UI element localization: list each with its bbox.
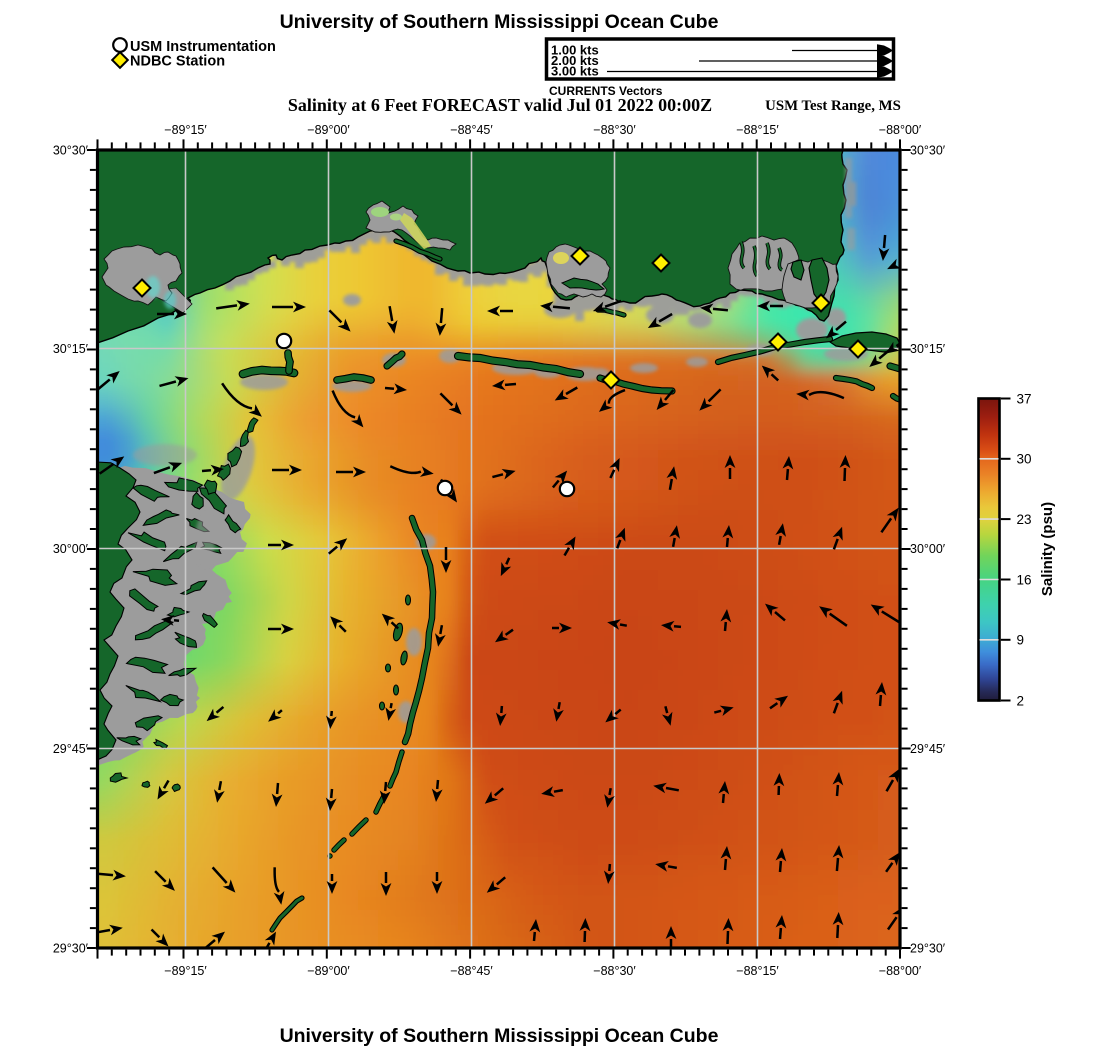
svg-text:16: 16 — [1017, 572, 1032, 587]
svg-text:−88°15′: −88°15′ — [736, 964, 779, 978]
svg-text:30°00′: 30°00′ — [53, 542, 89, 556]
svg-text:−89°00′: −89°00′ — [307, 964, 350, 978]
svg-text:30: 30 — [1017, 452, 1032, 467]
svg-text:−88°15′: −88°15′ — [736, 123, 779, 137]
svg-text:−89°15′: −89°15′ — [164, 123, 207, 137]
svg-text:−88°30′: −88°30′ — [593, 964, 636, 978]
svg-text:30°30′: 30°30′ — [910, 144, 946, 158]
svg-text:−89°15′: −89°15′ — [164, 964, 207, 978]
svg-text:30°15′: 30°15′ — [53, 342, 89, 356]
svg-text:29°30′: 29°30′ — [910, 942, 946, 956]
svg-text:1.00 kts: 1.00 kts — [551, 43, 599, 58]
svg-text:2: 2 — [1017, 693, 1025, 708]
svg-text:−88°30′: −88°30′ — [593, 123, 636, 137]
svg-text:Salinity (psu): Salinity (psu) — [1039, 502, 1056, 596]
svg-text:23: 23 — [1017, 512, 1032, 527]
svg-text:29°45′: 29°45′ — [910, 742, 946, 756]
svg-text:3.00 kts: 3.00 kts — [551, 64, 599, 79]
svg-text:Salinity at 6 Feet FORECAST va: Salinity at 6 Feet FORECAST valid Jul 01… — [288, 95, 712, 115]
svg-text:−89°00′: −89°00′ — [307, 123, 350, 137]
svg-text:−88°45′: −88°45′ — [450, 123, 493, 137]
svg-text:University of Southern Mississ: University of Southern Mississippi Ocean… — [280, 11, 719, 33]
svg-text:9: 9 — [1017, 633, 1025, 648]
svg-text:−88°00′: −88°00′ — [879, 123, 922, 137]
svg-text:CURRENTS Vectors: CURRENTS Vectors — [549, 84, 663, 98]
svg-text:USM Test Range, MS: USM Test Range, MS — [765, 98, 901, 114]
svg-text:30°15′: 30°15′ — [910, 342, 946, 356]
svg-text:29°30′: 29°30′ — [53, 942, 89, 956]
svg-text:−88°00′: −88°00′ — [879, 964, 922, 978]
svg-text:30°00′: 30°00′ — [910, 542, 946, 556]
svg-text:2.00 kts: 2.00 kts — [551, 53, 599, 68]
svg-text:37: 37 — [1017, 391, 1032, 406]
svg-text:−88°45′: −88°45′ — [450, 964, 493, 978]
svg-text:NDBC Station: NDBC Station — [130, 54, 225, 70]
svg-text:University of Southern Mississ: University of Southern Mississippi Ocean… — [280, 1025, 719, 1047]
svg-text:USM Instrumentation: USM Instrumentation — [130, 39, 276, 55]
svg-text:30°30′: 30°30′ — [53, 144, 89, 158]
svg-text:29°45′: 29°45′ — [53, 742, 89, 756]
